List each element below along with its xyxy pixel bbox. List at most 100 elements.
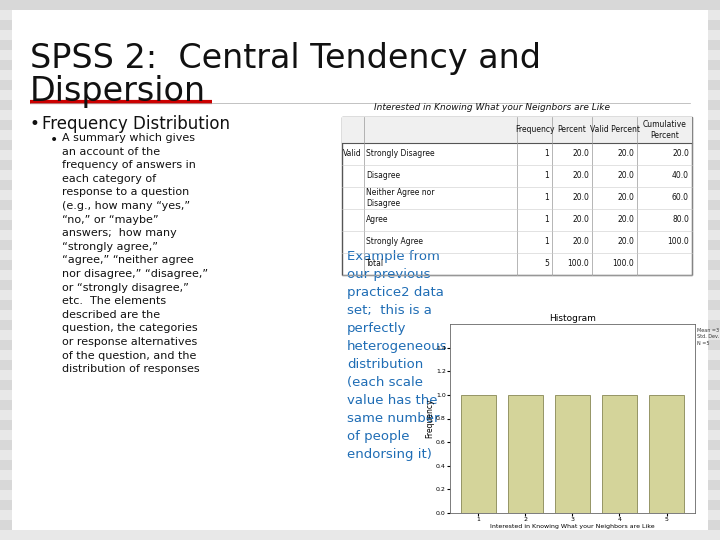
- Bar: [508, 395, 543, 513]
- Bar: [649, 395, 684, 513]
- Bar: [342, 117, 692, 143]
- Y-axis label: Frequency: Frequency: [426, 399, 435, 438]
- Text: •: •: [30, 115, 40, 133]
- Bar: [554, 395, 590, 513]
- Bar: [0, 460, 720, 470]
- Text: 100.0: 100.0: [567, 260, 589, 268]
- Bar: [0, 180, 720, 190]
- Bar: [0, 380, 720, 390]
- Text: Dispersion: Dispersion: [30, 75, 206, 108]
- Bar: [0, 310, 720, 320]
- Bar: [0, 520, 720, 530]
- Bar: [0, 50, 720, 60]
- Text: 20.0: 20.0: [572, 150, 589, 159]
- Text: SPSS 2:  Central Tendency and: SPSS 2: Central Tendency and: [30, 42, 541, 75]
- Text: Strongly Agree: Strongly Agree: [366, 238, 423, 246]
- Bar: [0, 320, 720, 330]
- Bar: [0, 190, 720, 200]
- Text: 20.0: 20.0: [617, 193, 634, 202]
- Text: Valid Percent: Valid Percent: [590, 125, 639, 134]
- Text: 20.0: 20.0: [617, 150, 634, 159]
- Bar: [0, 240, 720, 250]
- Text: 20.0: 20.0: [617, 172, 634, 180]
- Bar: [0, 340, 720, 350]
- Text: •: •: [50, 133, 58, 147]
- Text: A summary which gives
an account of the
frequency of answers in
each category of: A summary which gives an account of the …: [62, 133, 208, 374]
- Bar: [0, 230, 720, 240]
- Text: 1: 1: [544, 172, 549, 180]
- Text: 20.0: 20.0: [617, 215, 634, 225]
- Bar: [0, 130, 720, 140]
- Bar: [0, 510, 720, 520]
- Bar: [0, 350, 720, 360]
- Text: 20.0: 20.0: [572, 172, 589, 180]
- Bar: [0, 110, 720, 120]
- Bar: [0, 70, 720, 80]
- Bar: [0, 470, 720, 480]
- Bar: [0, 480, 720, 490]
- Bar: [0, 450, 720, 460]
- Text: 20.0: 20.0: [572, 238, 589, 246]
- Bar: [461, 395, 496, 513]
- Text: 100.0: 100.0: [612, 260, 634, 268]
- Bar: [0, 200, 720, 210]
- Bar: [0, 300, 720, 310]
- Bar: [0, 220, 720, 230]
- Bar: [0, 420, 720, 430]
- Bar: [0, 80, 720, 90]
- Bar: [0, 430, 720, 440]
- Bar: [0, 290, 720, 300]
- Text: 20.0: 20.0: [572, 193, 589, 202]
- Text: Cumulative
Percent: Cumulative Percent: [642, 120, 686, 140]
- Bar: [0, 170, 720, 180]
- Bar: [0, 140, 720, 150]
- Text: Example from
our previous
practice2 data
set;  this is a
perfectly
heterogeneous: Example from our previous practice2 data…: [347, 250, 448, 461]
- Text: Frequency Distribution: Frequency Distribution: [42, 115, 230, 133]
- Text: Neither Agree nor
Disagree: Neither Agree nor Disagree: [366, 188, 434, 208]
- Bar: [0, 60, 720, 70]
- Bar: [0, 150, 720, 160]
- Text: 100.0: 100.0: [667, 238, 689, 246]
- Bar: [0, 0, 720, 10]
- Bar: [0, 40, 720, 50]
- Text: Total: Total: [366, 260, 384, 268]
- Bar: [602, 395, 637, 513]
- Bar: [0, 530, 720, 540]
- Bar: [342, 117, 692, 275]
- Text: 20.0: 20.0: [672, 150, 689, 159]
- Text: 1: 1: [544, 238, 549, 246]
- Text: Strongly Disagree: Strongly Disagree: [366, 150, 435, 159]
- Text: 5: 5: [544, 260, 549, 268]
- X-axis label: Interested in Knowing What your Neighbors are Like: Interested in Knowing What your Neighbor…: [490, 524, 654, 529]
- Text: 80.0: 80.0: [672, 215, 689, 225]
- Text: 20.0: 20.0: [617, 238, 634, 246]
- Text: Frequency: Frequency: [515, 125, 554, 134]
- Bar: [0, 440, 720, 450]
- Bar: [0, 90, 720, 100]
- Bar: [0, 100, 720, 110]
- Bar: [0, 210, 720, 220]
- Text: 60.0: 60.0: [672, 193, 689, 202]
- Bar: [0, 400, 720, 410]
- Bar: [0, 280, 720, 290]
- Text: 40.0: 40.0: [672, 172, 689, 180]
- Text: 1: 1: [544, 215, 549, 225]
- Bar: [0, 270, 720, 280]
- Text: Valid: Valid: [343, 150, 361, 159]
- Text: Interested in Knowing What your Neignbors are Like: Interested in Knowing What your Neignbor…: [374, 103, 610, 112]
- Text: 1: 1: [544, 150, 549, 159]
- Text: Disagree: Disagree: [366, 172, 400, 180]
- Bar: [0, 250, 720, 260]
- Bar: [0, 20, 720, 30]
- Bar: [0, 330, 720, 340]
- Bar: [0, 410, 720, 420]
- Bar: [0, 490, 720, 500]
- Bar: [0, 370, 720, 380]
- Text: 20.0: 20.0: [572, 215, 589, 225]
- Bar: [0, 160, 720, 170]
- Bar: [0, 390, 720, 400]
- Bar: [0, 500, 720, 510]
- Text: Percent: Percent: [557, 125, 586, 134]
- Title: Histogram: Histogram: [549, 314, 596, 323]
- Bar: [0, 360, 720, 370]
